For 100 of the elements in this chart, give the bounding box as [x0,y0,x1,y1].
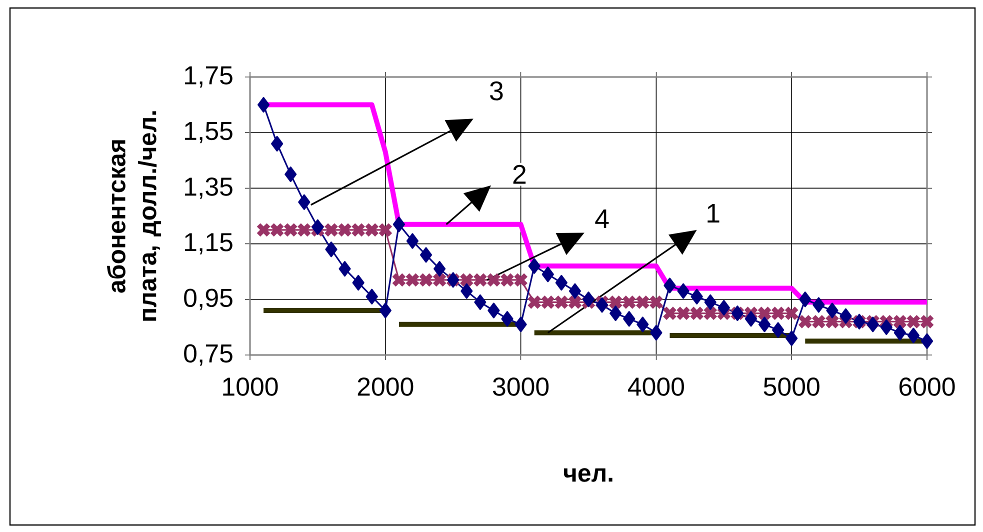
point [568,295,582,309]
point [744,311,758,327]
point [434,261,446,277]
point [826,314,839,328]
point [771,306,785,320]
point [542,266,554,282]
point [528,295,542,309]
point [610,305,622,322]
point [487,273,500,287]
point [514,273,528,287]
point [568,283,582,299]
point [893,314,907,328]
y-tick-label: 0,95 [184,288,232,310]
y-tick-label: 1,15 [185,233,232,254]
x-tick-label: 4000 [628,378,684,396]
point [826,302,838,318]
point [488,302,500,318]
point [555,274,568,291]
point [704,306,718,320]
point [298,194,310,210]
point [704,294,716,310]
point [718,300,730,316]
point [500,273,514,287]
point [608,295,622,309]
point [379,302,392,318]
point [325,242,338,258]
point [406,273,420,287]
point [906,314,920,328]
y-tick-label: 1,75 [185,66,232,88]
point [406,233,419,249]
annotation: 1 [708,204,720,222]
point [338,261,351,277]
point [419,273,433,287]
point [554,295,568,309]
point [798,314,812,328]
point [392,273,406,287]
point [772,322,784,338]
point [312,219,324,235]
point [690,288,703,304]
point [676,306,690,320]
point [352,223,366,237]
point [270,223,284,237]
point [256,223,270,237]
point [880,319,892,335]
y-tick-label: 0,75 [184,344,232,366]
point [758,316,771,332]
x-axis-title: чел. [564,468,612,482]
point [420,247,432,263]
point [920,333,934,349]
point [920,314,934,328]
y-tick-label: 1,35 [185,177,232,199]
point [297,223,311,237]
point [365,223,379,237]
x-tick-label: 2000 [358,378,414,396]
x-tick-label: 5000 [764,378,820,396]
point [284,223,298,237]
point [650,324,662,341]
point [432,273,446,287]
point [650,295,663,309]
point [352,274,364,291]
point [663,306,676,320]
point [840,308,852,324]
x-tick-label: 6000 [900,378,955,396]
point [636,316,649,332]
x-tick-label: 3000 [492,378,549,396]
point [812,297,825,313]
point [784,306,798,320]
point [257,96,270,113]
point [474,273,487,287]
point [378,223,392,237]
point [664,278,676,294]
point [636,295,650,309]
annotation: 2 [513,164,526,184]
point [596,297,608,313]
point [271,136,284,152]
point [514,316,527,332]
annotation: 4 [595,210,609,228]
point [338,223,352,237]
point [623,311,636,327]
y-axis-title: абонентская плата, долл./чел. [106,111,162,321]
point [324,223,338,237]
point [690,306,704,320]
point [622,295,636,309]
point [758,306,772,320]
point [582,292,595,308]
point [677,283,690,299]
point [392,216,405,232]
point [284,166,297,182]
annotation: 3 [490,81,503,100]
y-tick-label: 1,55 [185,122,232,144]
point [366,288,378,304]
point [528,258,540,274]
point [786,330,798,346]
point [907,328,920,344]
point [474,294,486,310]
point [812,314,826,328]
point [894,324,906,341]
point [460,283,473,299]
point [799,292,812,308]
point [541,295,555,309]
